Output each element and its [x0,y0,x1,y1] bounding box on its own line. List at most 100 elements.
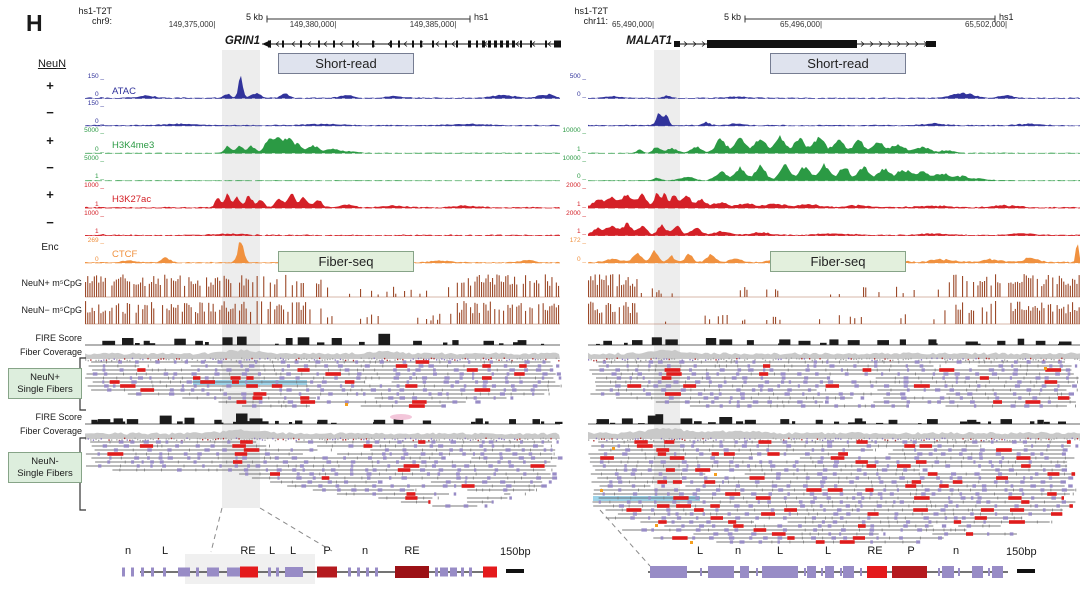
signal-track [588,222,1080,236]
fiber-methylation-mark [302,468,305,472]
coverage-dot [705,439,707,441]
coverage-dot [111,439,113,441]
fiber-tick [738,448,740,452]
fiber-tick [898,360,900,364]
m5cpg-tick [280,305,282,324]
fiber-tick [519,376,521,380]
fire-block [205,342,209,345]
fiber-coverage [85,349,560,359]
coverage-dot [246,359,248,361]
m5cpg-tick [1023,310,1025,324]
fiber-red-element [919,444,933,448]
fiber-methylation-mark [861,496,865,500]
fiber-tick [887,508,889,512]
coverage-dot [147,439,149,442]
fiber-red-element [767,452,780,456]
fiber-methylation-mark [1049,364,1053,368]
fiber-tick [936,456,938,460]
fiber-methylation-mark [919,476,925,480]
coverage-dot [811,359,813,362]
fiber-methylation-mark [299,464,304,468]
m5cpg-tick [944,310,946,324]
coverage-dot [446,359,448,361]
fiber-methylation-mark [866,444,872,448]
m5cpg-tick [995,301,997,324]
fiber-tick [964,528,965,532]
coverage-dot [420,438,422,441]
fiber-tick [789,540,791,544]
fiber-methylation-mark [999,460,1003,464]
fiber-methylation-mark [510,396,514,400]
fiber-tick [1012,464,1014,468]
coverage-dot [1037,438,1040,440]
fiber-methylation-mark [459,376,463,380]
fiber-tick [913,468,915,472]
fiber-tick [790,480,792,484]
m5cpg-tick [1028,306,1030,324]
fire-block [719,339,733,345]
fiber-tick [804,528,806,532]
m5cpg-tick [126,281,128,297]
m5cpg-tick [487,274,489,297]
fiber-tick [157,444,158,448]
fiber-methylation-mark [674,488,678,492]
fiber-red-element [428,500,431,504]
m5cpg-tick [144,304,146,324]
m5cpg-tick [239,282,241,297]
coverage-dot [733,359,735,362]
fiber-methylation-mark [653,384,659,388]
coverage-dot [952,359,954,361]
fiber-red-element [657,480,667,484]
fiber-methylation-mark [112,384,116,388]
m5cpg-tick [627,306,629,324]
fiber-methylation-mark [180,388,185,392]
fiber-methylation-mark [826,360,829,364]
m5cpg-tick [228,279,230,297]
fiber-tick [272,360,274,364]
fiber-tick [663,464,664,468]
m5cpg-tick [1078,275,1080,297]
fiber-methylation-mark [784,392,790,396]
coverage-dot [430,357,433,360]
coverage-dot [352,438,355,441]
coverage-dot [360,357,362,359]
fiber-tick [709,384,710,388]
coverage-dot [634,359,637,361]
fiber-red-element [246,376,254,380]
fiber-tick [782,400,784,404]
scale-min-label: 1 _ [94,200,104,208]
fiber-tick [1013,488,1014,492]
fiber-methylation-mark [839,500,843,504]
fiber-methylation-mark [776,476,781,480]
coverage-dot [993,438,995,441]
m5cpg-tick [104,310,106,324]
fiber-methylation-mark [1026,388,1032,392]
coverage-dot [835,358,837,360]
fiber-methylation-mark [695,380,701,384]
m5cpg-tick [525,275,527,297]
m5cpg-tick [1063,306,1065,324]
fiber-tick [969,360,970,364]
intron-chevron [905,41,910,47]
fiber-tick [967,508,969,512]
label-m5cpg-minus: NeuN− m⁵CpG [21,305,83,315]
fiber-methylation-mark [598,500,601,504]
fiber-tick [1021,516,1023,520]
fiber-methylation-mark [556,372,561,376]
coverage-dot [1035,438,1037,440]
fiber-methylation-mark [679,360,685,364]
coverage-dot [277,359,279,361]
fiber-methylation-mark [327,480,332,484]
fiber-tick [626,388,627,392]
fiber-tick [733,456,734,460]
fiber-methylation-mark [869,492,873,496]
fiber-methylation-mark [243,468,249,472]
fiber-methylation-mark [886,464,890,468]
m5cpg-tick [91,307,93,324]
coverage-dot [386,359,388,362]
fiber-methylation-mark [693,364,697,368]
fiber-tick [161,444,163,448]
fire-block [222,337,233,345]
coverage-dot [887,358,889,360]
fiber-methylation-mark [530,388,535,392]
